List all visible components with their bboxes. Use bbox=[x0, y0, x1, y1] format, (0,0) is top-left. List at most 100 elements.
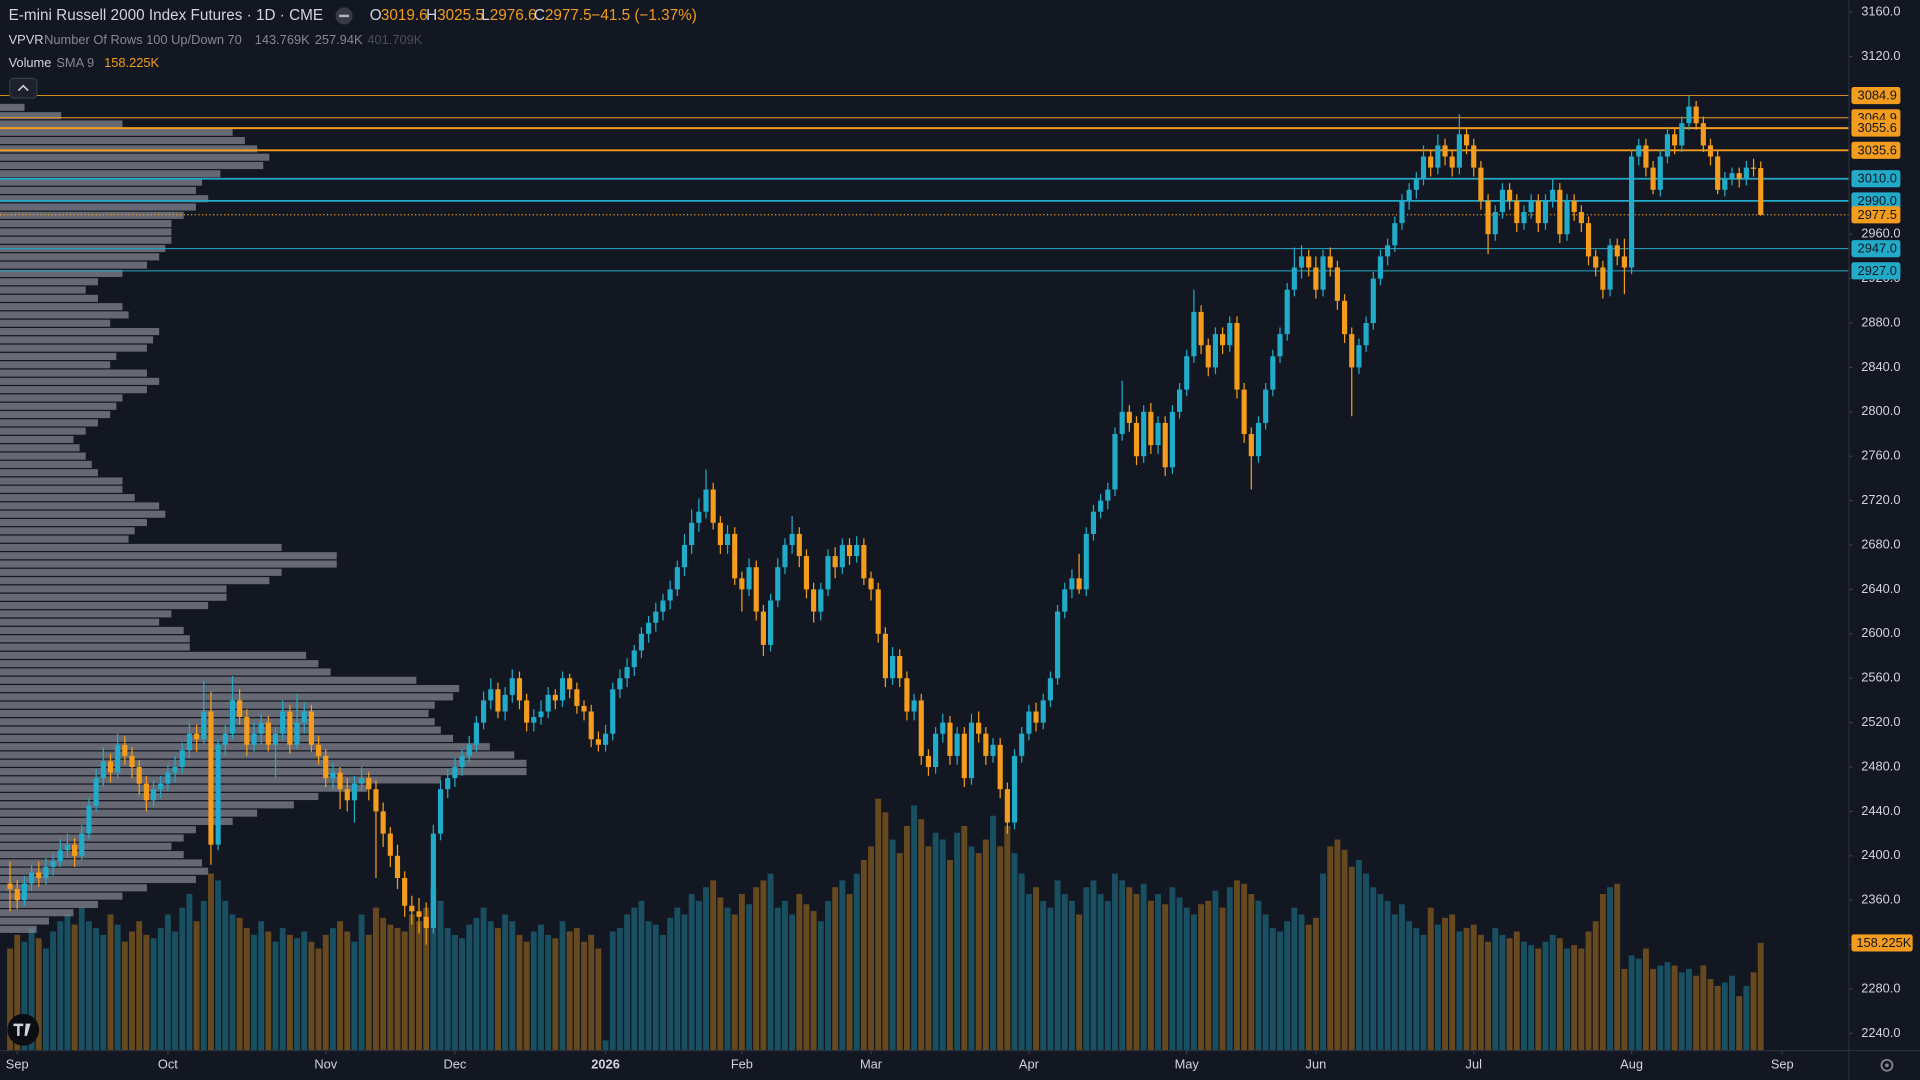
candle-body bbox=[57, 850, 63, 862]
volume-bar bbox=[344, 931, 351, 1051]
volume-bar bbox=[1040, 900, 1047, 1051]
settings-button[interactable] bbox=[1880, 1058, 1894, 1072]
volume-bar bbox=[57, 921, 64, 1051]
volume-bar bbox=[1721, 982, 1728, 1051]
volume-bar bbox=[408, 914, 415, 1051]
candle-body bbox=[1033, 711, 1039, 723]
volume-bar bbox=[1198, 904, 1205, 1051]
candle-body bbox=[925, 755, 932, 768]
vpvr-row bbox=[0, 842, 172, 850]
candle-body bbox=[968, 722, 975, 779]
volume-bar bbox=[1083, 887, 1090, 1051]
volume-bar bbox=[1456, 931, 1463, 1051]
volume-bar bbox=[538, 924, 544, 1051]
vpvr-row bbox=[0, 876, 196, 884]
volume-bar bbox=[495, 928, 501, 1051]
candle-body bbox=[1542, 200, 1549, 224]
volume-bar bbox=[423, 907, 430, 1051]
candle-body bbox=[1557, 189, 1563, 235]
candle-body bbox=[990, 744, 996, 756]
volume-bar bbox=[7, 948, 13, 1051]
volume-bar bbox=[559, 921, 566, 1051]
axis-layer: 2240.02280.02320.02360.02400.02440.02480… bbox=[6, 4, 1901, 1072]
candle-body bbox=[1098, 500, 1104, 512]
candle-body bbox=[739, 578, 745, 590]
vpvr-row bbox=[0, 792, 319, 801]
vpvr-row bbox=[0, 261, 147, 269]
candle-body bbox=[1162, 422, 1168, 468]
volume-bar bbox=[1657, 965, 1664, 1051]
candle-body bbox=[1363, 323, 1369, 346]
volume-bar bbox=[1406, 921, 1413, 1051]
open-value: 3019.6 bbox=[381, 7, 428, 24]
candle-body bbox=[1112, 434, 1118, 490]
volume-bar bbox=[114, 924, 121, 1051]
volume-bar bbox=[660, 934, 666, 1051]
volume-bar bbox=[645, 921, 652, 1051]
vpvr-row bbox=[0, 618, 160, 626]
candle-body bbox=[1420, 156, 1427, 179]
last-price-label: 2977.5 bbox=[1858, 207, 1897, 222]
volume-bar bbox=[222, 900, 229, 1051]
volume-bar bbox=[631, 907, 638, 1051]
volume-bar bbox=[143, 934, 150, 1051]
collapse-button[interactable] bbox=[9, 77, 38, 99]
x-tick-label: Mar bbox=[860, 1057, 883, 1072]
x-tick-label: Aug bbox=[1620, 1057, 1643, 1072]
vpvr-row bbox=[0, 693, 454, 701]
candle-body bbox=[473, 722, 479, 745]
vpvr-row bbox=[0, 685, 460, 693]
candle-body bbox=[1535, 200, 1541, 224]
volume-bar bbox=[1442, 917, 1448, 1051]
volume-bar bbox=[437, 900, 444, 1051]
volume-bar bbox=[251, 934, 257, 1051]
candle-body bbox=[567, 678, 573, 690]
candle-body bbox=[911, 700, 917, 712]
candle-body bbox=[115, 744, 121, 773]
candle-body bbox=[602, 733, 609, 745]
candle-body bbox=[1413, 178, 1419, 190]
candle-body bbox=[1729, 173, 1735, 179]
candle-body bbox=[1442, 145, 1448, 157]
vpvr-row bbox=[0, 535, 129, 543]
volume-bar bbox=[717, 897, 724, 1051]
vpvr-row bbox=[0, 128, 233, 136]
low-value: 2976.6 bbox=[490, 7, 537, 24]
volume-bar bbox=[459, 938, 466, 1051]
volume-bar bbox=[1248, 894, 1255, 1051]
volume-bar bbox=[179, 907, 186, 1051]
y-tick-label: 2880.0 bbox=[1861, 314, 1900, 329]
candle-body bbox=[667, 589, 673, 601]
vpvr-row bbox=[0, 743, 490, 751]
candle-body bbox=[775, 567, 781, 601]
volume-bar bbox=[947, 859, 953, 1051]
volume-bar bbox=[925, 846, 932, 1051]
vpvr-row bbox=[0, 602, 209, 610]
volume-bar bbox=[1399, 904, 1405, 1051]
y-tick-label: 2480.0 bbox=[1861, 758, 1900, 773]
volume-bar bbox=[1499, 934, 1506, 1051]
candle-body bbox=[136, 767, 142, 784]
volume-bar bbox=[738, 894, 745, 1051]
vpvr-row bbox=[0, 543, 282, 551]
volume-bar bbox=[1521, 941, 1527, 1051]
volume-bar bbox=[810, 911, 817, 1051]
candle-body bbox=[79, 833, 85, 856]
vpvr-row bbox=[0, 336, 154, 344]
candle-body bbox=[818, 589, 824, 612]
y-tick-label: 2280.0 bbox=[1861, 980, 1900, 995]
x-tick-label: Apr bbox=[1019, 1057, 1040, 1072]
volume-bar bbox=[1140, 883, 1147, 1051]
vpvr-row bbox=[0, 892, 123, 900]
volume-bar bbox=[961, 825, 968, 1051]
logo[interactable] bbox=[7, 1013, 40, 1046]
volume-bar bbox=[731, 914, 738, 1051]
candle-body bbox=[222, 733, 228, 745]
vpvr-row bbox=[0, 220, 172, 228]
volume-bar bbox=[394, 928, 401, 1051]
vpvr-row bbox=[0, 834, 184, 842]
candle-body bbox=[495, 689, 501, 712]
candle-body bbox=[1399, 200, 1405, 224]
level-label: 2947.0 bbox=[1858, 241, 1897, 256]
volume-bar bbox=[186, 894, 193, 1051]
